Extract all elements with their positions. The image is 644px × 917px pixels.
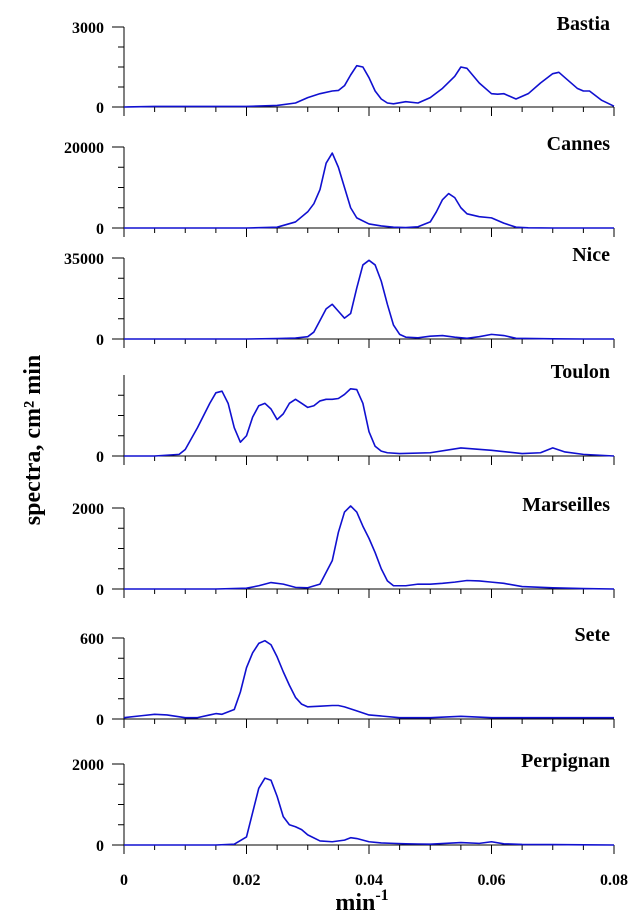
series-line-cannes: [124, 152, 614, 229]
panel-cannes: 0 20000 Cannes: [64, 133, 615, 238]
panel-title: Bastia: [557, 13, 610, 35]
panel-perpignan: 0 2000 Perpignan: [72, 750, 615, 855]
panel-title: Toulon: [551, 361, 610, 383]
panel-bastia: 0 3000 Bastia: [72, 13, 615, 117]
series-line-perpignan: [124, 777, 615, 846]
panel-title: Sete: [574, 624, 610, 646]
series-line-marseilles: [124, 505, 615, 590]
series-line-sete: [123, 639, 614, 719]
x-axis-title-main: min: [335, 890, 375, 916]
y-tick-label: 0: [96, 100, 104, 117]
panel-toulon: 0 Toulon: [96, 361, 615, 466]
panel-title: Nice: [572, 244, 610, 266]
y-tick-label: 2000: [72, 501, 104, 518]
y-tick-label: 0: [96, 712, 104, 729]
x-tick-label: 0.02: [233, 872, 261, 889]
y-tick-label: 35000: [64, 251, 104, 268]
y-tick-label: 0: [96, 838, 104, 855]
y-tick-label: 0: [96, 582, 104, 599]
x-axis-title: min-1: [335, 887, 388, 916]
series-line-bastia: [123, 64, 615, 108]
panel-marseilles: 0 2000 Marseilles: [72, 494, 615, 599]
y-tick-label: 3000: [72, 20, 104, 37]
panel-nice: 0 35000 Nice: [64, 244, 615, 349]
panel-title: Cannes: [547, 133, 611, 155]
y-tick-label: 600: [80, 631, 104, 648]
y-tick-label: 20000: [64, 140, 104, 157]
panel-sete: 0 600 Sete: [80, 624, 615, 729]
series-line-toulon: [124, 387, 615, 457]
x-tick-label: 0: [120, 872, 128, 889]
x-tick-label: 0.08: [600, 872, 628, 889]
x-tick-label: 0.04: [355, 872, 383, 889]
y-tick-label: 0: [96, 449, 104, 466]
x-axis: 0 0.02 0.04 0.06 0.08: [120, 872, 628, 889]
x-tick-label: 0.06: [478, 872, 506, 889]
y-tick-label: 2000: [72, 757, 104, 774]
y-tick-label: 0: [96, 221, 104, 238]
y-axis-title: spectra, cm² min: [20, 355, 46, 525]
series-line-nice: [124, 259, 614, 340]
panel-title: Marseilles: [522, 494, 610, 516]
y-tick-label: 0: [96, 332, 104, 349]
panel-title: Perpignan: [521, 750, 610, 772]
x-axis-title-superscript: -1: [375, 887, 388, 904]
